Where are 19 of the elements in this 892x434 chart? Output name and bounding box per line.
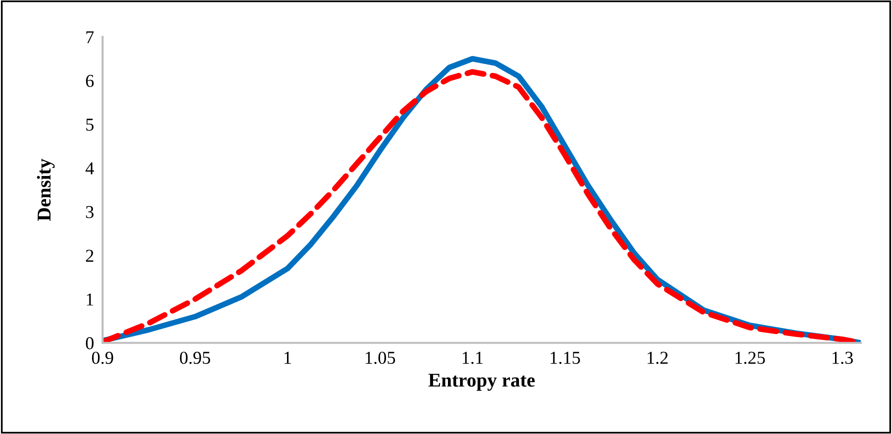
x-tick-label: 1.2	[648, 352, 668, 364]
x-tick-label: 0.95	[180, 352, 210, 364]
y-tick-label: 5	[86, 118, 94, 131]
y-tick-label: 2	[86, 250, 94, 262]
y-tick-label: 3	[86, 206, 94, 218]
x-tick-label: 1.25	[736, 352, 765, 364]
y-tick-label: 7	[86, 31, 94, 44]
x-axis-title: Entropy rate	[428, 374, 535, 391]
y-axis-title: Density	[36, 158, 55, 221]
y-tick-label: 6	[86, 74, 94, 88]
y-tick-label: 1	[86, 293, 94, 306]
x-tick-label: 1.3	[832, 352, 853, 364]
x-tick-label: 0.9	[92, 352, 114, 364]
x-tick-label: 1.05	[366, 352, 396, 364]
y-tick-label: 4	[86, 162, 94, 174]
y-tick-label: 0	[86, 337, 94, 350]
x-tick-label: 1.15	[550, 352, 580, 364]
x-tick-label: 1	[284, 352, 291, 364]
x-tick-label: 1.1	[462, 352, 483, 364]
